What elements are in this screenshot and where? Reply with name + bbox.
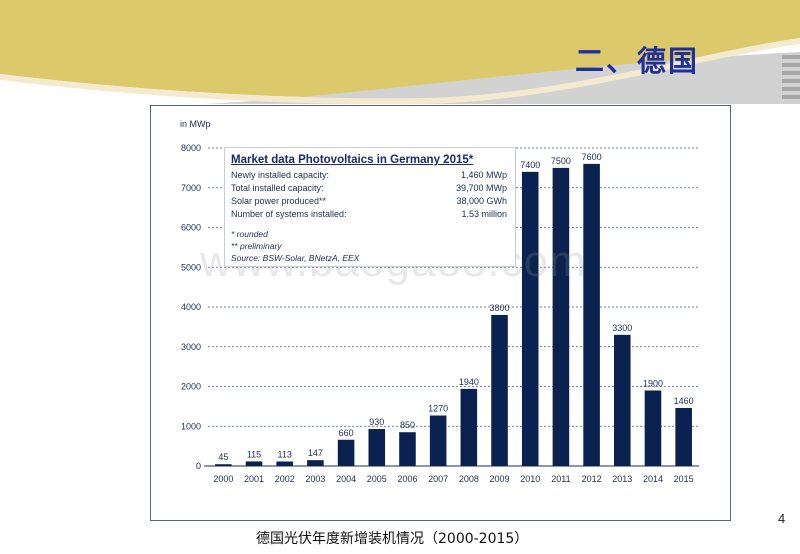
- bar: [215, 464, 232, 466]
- data-label: 147: [308, 448, 323, 458]
- bar: [307, 460, 324, 466]
- data-label: 1270: [428, 404, 448, 414]
- bar: [675, 407, 692, 466]
- data-label: 3300: [612, 323, 632, 333]
- x-tick-label: 2004: [336, 474, 356, 484]
- x-tick-label: 2011: [551, 474, 570, 484]
- x-tick-label: 2013: [612, 474, 632, 484]
- x-tick-label: 2006: [397, 474, 417, 484]
- x-tick-label: 2000: [213, 474, 233, 484]
- info-row-label: Total installed capacity:: [231, 183, 324, 193]
- bar: [460, 388, 478, 466]
- info-row-value: 38,000 GWh: [456, 196, 507, 206]
- x-tick-label: 2015: [674, 474, 694, 484]
- y-tick-label: 6000: [181, 223, 201, 233]
- bar: [245, 461, 263, 466]
- slide-caption: 德国光伏年度新增装机情况（2000-2015）: [256, 531, 529, 547]
- side-stripe: [782, 71, 800, 75]
- data-label: 3800: [490, 303, 510, 313]
- data-label: 7400: [520, 160, 540, 170]
- info-row-label: Solar power produced**: [231, 196, 327, 206]
- y-tick-label: 2000: [181, 382, 201, 392]
- y-tick-label: 4000: [181, 302, 201, 312]
- data-label: 1940: [459, 377, 479, 387]
- bar: [276, 461, 294, 466]
- y-tick-label: 5000: [181, 262, 201, 272]
- side-stripe: [782, 87, 800, 91]
- data-label: 1900: [643, 378, 663, 388]
- header-wave-highlight: [0, 38, 800, 105]
- info-note: * rounded: [231, 229, 268, 239]
- bar: [429, 415, 447, 466]
- x-tick-label: 2003: [305, 474, 325, 484]
- info-row-value: 39,700 MWp: [455, 183, 507, 193]
- x-tick-label: 2010: [520, 474, 540, 484]
- y-tick-label: 0: [196, 461, 201, 471]
- bar: [491, 314, 508, 466]
- info-row-label: Newly installed capacity:: [231, 170, 330, 180]
- info-row: Solar power produced** 38,000 GWh: [231, 196, 507, 208]
- x-tick-label: 2012: [582, 474, 602, 484]
- data-label: 660: [339, 428, 354, 438]
- data-label: 7500: [551, 156, 571, 166]
- data-label: 1460: [674, 396, 694, 406]
- bar: [552, 167, 570, 466]
- y-tick-label: 8000: [181, 143, 201, 153]
- data-label: 115: [247, 449, 261, 459]
- info-row-value: 1.53 million: [461, 209, 507, 219]
- side-stripe: [782, 55, 800, 59]
- y-tick-label: 3000: [181, 342, 201, 352]
- data-label: 7600: [582, 152, 602, 162]
- bar: [644, 390, 662, 466]
- header-wave-shadow: [205, 52, 800, 104]
- x-tick-label: 2001: [244, 474, 264, 484]
- data-label: 930: [369, 417, 384, 427]
- data-label: 113: [278, 450, 292, 460]
- info-source: Source: BSW-Solar, BNetzA, EEX: [231, 253, 360, 263]
- y-tick-label: 7000: [181, 183, 201, 193]
- bar-chart: 0 1000 2000 3000 4000 5000 6000 7000 8000 in MWp 4…: [180, 119, 699, 484]
- bar: [337, 439, 355, 466]
- side-stripes: [782, 55, 800, 99]
- side-stripe: [782, 63, 800, 67]
- y-tick-label: 1000: [181, 421, 201, 431]
- x-tick-label: 2008: [459, 474, 479, 484]
- page-number: 4: [778, 511, 786, 526]
- info-row-label: Number of systems installed:: [231, 209, 347, 219]
- x-tick-label: 2007: [428, 474, 448, 484]
- x-tick-label: 2014: [643, 474, 663, 484]
- bar: [613, 334, 631, 466]
- info-row: Number of systems installed: 1.53 millio…: [231, 209, 507, 221]
- bar: [399, 432, 416, 466]
- bar: [368, 429, 386, 466]
- bar: [583, 163, 600, 466]
- info-row: Total installed capacity: 39,700 MWp: [231, 183, 507, 195]
- y-axis-label: in MWp: [180, 119, 211, 129]
- info-row: Newly installed capacity: 1,460 MWp: [231, 170, 507, 182]
- market-data-box: Market data Photovoltaics in Germany 201…: [224, 147, 516, 267]
- side-stripe: [782, 79, 800, 83]
- info-row-value: 1,460 MWp: [460, 170, 507, 180]
- data-label: 45: [218, 452, 228, 462]
- side-stripe: [782, 95, 800, 99]
- data-label: 850: [400, 420, 415, 430]
- bar: [521, 171, 539, 466]
- slide-title: 二、德国: [575, 44, 700, 78]
- market-data-title: Market data Photovoltaics in Germany 201…: [231, 154, 474, 166]
- x-tick-label: 2005: [367, 474, 387, 484]
- x-tick-label: 2002: [275, 474, 295, 484]
- info-note: ** preliminary: [231, 241, 282, 251]
- x-tick-label: 2009: [490, 474, 510, 484]
